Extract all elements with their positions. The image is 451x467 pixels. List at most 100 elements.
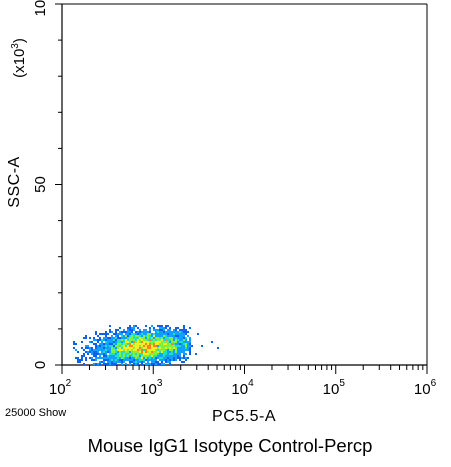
event-dot (131, 327, 133, 329)
event-dot (145, 359, 147, 361)
event-dot (121, 361, 123, 363)
event-dot (127, 343, 129, 345)
event-dot (117, 335, 119, 337)
event-dot (89, 347, 91, 349)
event-dot (167, 331, 169, 333)
event-dot (93, 339, 95, 341)
event-dot (119, 361, 121, 363)
event-dot (169, 355, 171, 357)
event-dot (189, 341, 191, 343)
event-dot (149, 355, 151, 357)
y-tick-label: 50 (32, 176, 49, 193)
event-dot (117, 353, 119, 355)
event-dot (165, 347, 167, 349)
event-dot (197, 333, 199, 335)
event-dot (129, 347, 131, 349)
event-dot (143, 349, 145, 351)
event-dot (109, 357, 111, 359)
event-dot (103, 345, 105, 347)
event-dot (161, 357, 163, 359)
event-dot (91, 357, 93, 359)
event-dot (103, 355, 105, 357)
event-dot (177, 331, 179, 333)
event-dot (117, 359, 119, 361)
event-dot (151, 349, 153, 351)
y-tick-labels: 0 50 100 (32, 0, 49, 369)
event-dot (119, 351, 121, 353)
event-dot (161, 359, 163, 361)
event-dot (79, 361, 81, 363)
event-dot (145, 335, 147, 337)
event-dot (99, 353, 101, 355)
event-dot (89, 357, 91, 359)
event-dot (145, 353, 147, 355)
event-dot (147, 343, 149, 345)
event-dot (149, 339, 151, 341)
event-dot (103, 347, 105, 349)
event-dot (153, 341, 155, 343)
event-dot (105, 363, 107, 365)
event-dot (107, 359, 109, 361)
event-dot (171, 355, 173, 357)
event-dot (117, 337, 119, 339)
event-dot (171, 333, 173, 335)
event-dot (129, 361, 131, 363)
event-count-label: 25000 Show (5, 407, 66, 419)
event-dot (101, 347, 103, 349)
event-dot (131, 329, 133, 331)
event-dot (111, 363, 113, 365)
event-dot (113, 359, 115, 361)
event-dot (189, 343, 191, 345)
event-dot (153, 327, 155, 329)
event-dot (171, 337, 173, 339)
event-dot (115, 339, 117, 341)
event-dot (181, 349, 183, 351)
event-dot (163, 359, 165, 361)
event-dot (125, 331, 127, 333)
event-dot (169, 349, 171, 351)
event-dot (153, 359, 155, 361)
event-dot (149, 341, 151, 343)
event-dot (173, 339, 175, 341)
event-dot (123, 343, 125, 345)
event-dot (157, 347, 159, 349)
event-dot (105, 343, 107, 345)
event-dot (165, 325, 167, 327)
event-dot (125, 353, 127, 355)
event-dot (137, 361, 139, 363)
event-dot (151, 341, 153, 343)
event-dot (157, 331, 159, 333)
event-dot (121, 339, 123, 341)
event-dot (105, 357, 107, 359)
event-dot (173, 345, 175, 347)
event-dot (93, 337, 95, 339)
event-dot (161, 347, 163, 349)
event-dot (119, 339, 121, 341)
event-dot (175, 329, 177, 331)
event-dot (95, 333, 97, 335)
event-dot (109, 339, 111, 341)
event-dot (141, 347, 143, 349)
event-dot (97, 363, 99, 365)
event-dot (105, 339, 107, 341)
event-dot (175, 343, 177, 345)
event-dot (149, 345, 151, 347)
event-dot (113, 363, 115, 365)
event-dot (115, 349, 117, 351)
event-dot (159, 347, 161, 349)
event-dot (95, 347, 97, 349)
event-dot (113, 353, 115, 355)
event-dot (111, 351, 113, 353)
x-tick-label: 105 (323, 378, 346, 398)
event-dot (123, 331, 125, 333)
event-dot (97, 339, 99, 341)
event-dot (121, 355, 123, 357)
event-dot (137, 337, 139, 339)
event-dot (127, 335, 129, 337)
event-dot (113, 347, 115, 349)
event-dot (133, 343, 135, 345)
event-dot (123, 349, 125, 351)
event-dot (155, 339, 157, 341)
event-dot (177, 351, 179, 353)
event-dot (179, 329, 181, 331)
